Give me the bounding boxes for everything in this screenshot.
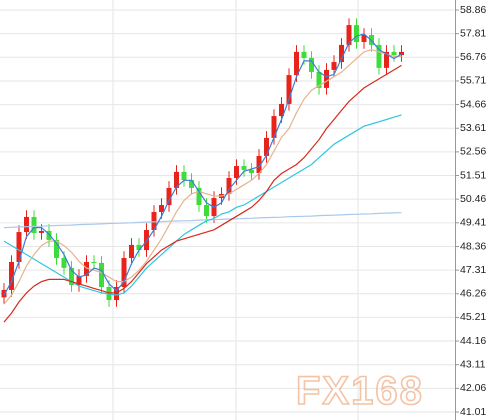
- candle-body: [76, 275, 82, 285]
- candle-body: [339, 44, 344, 63]
- candle-body: [324, 69, 329, 88]
- candle-body: [399, 51, 404, 56]
- candles: [1, 18, 404, 323]
- candle-body: [99, 262, 104, 288]
- candle-body: [234, 166, 239, 179]
- y-tick-label: 48.36: [460, 240, 486, 252]
- candle-body: [384, 51, 389, 68]
- candle-body: [361, 34, 367, 42]
- watermark: FX168: [296, 369, 424, 413]
- candle-body: [174, 171, 179, 188]
- y-tick-label: 49.41: [460, 217, 486, 229]
- candle-body: [279, 103, 284, 117]
- candle-body: [39, 230, 44, 233]
- candle-body: [309, 57, 314, 72]
- moving-average-line: [3, 48, 402, 305]
- candle-body: [1, 289, 7, 298]
- y-tick-label: 56.76: [460, 51, 486, 63]
- candle-body: [114, 287, 119, 301]
- candle-body: [226, 178, 232, 194]
- candle-body: [159, 205, 164, 213]
- moving-average-line: [3, 212, 402, 229]
- candle-body: [31, 216, 37, 233]
- candle-body: [286, 75, 292, 104]
- candle-body: [129, 244, 134, 258]
- y-tick-label: 47.31: [460, 264, 486, 276]
- candle-body: [346, 25, 352, 45]
- candle-body: [151, 212, 157, 231]
- candle-body: [316, 71, 322, 88]
- candle-body: [391, 51, 397, 56]
- candle-body: [69, 267, 74, 285]
- y-tick-label: 51.51: [460, 169, 486, 181]
- y-tick-label: 42.06: [460, 382, 486, 394]
- y-tick-label: 54.66: [460, 98, 486, 110]
- y-tick-label: 46.26: [460, 288, 486, 300]
- candle-body: [241, 166, 247, 170]
- candle-body: [166, 187, 172, 206]
- candle-body: [331, 62, 337, 70]
- candle-body: [16, 232, 22, 263]
- candle-body: [84, 262, 89, 276]
- y-tick-label: 45.21: [460, 311, 486, 323]
- y-tick-label: 57.81: [460, 27, 486, 39]
- y-tick-label: 50.46: [460, 193, 486, 205]
- candle-body: [271, 116, 277, 138]
- candle-body: [181, 171, 187, 181]
- candle-body: [9, 262, 14, 290]
- candle-body: [121, 257, 127, 288]
- candle-body: [189, 180, 194, 188]
- y-tick-label: 52.56: [460, 146, 486, 158]
- y-tick-label: 53.61: [460, 122, 486, 134]
- candle-body: [354, 25, 359, 42]
- candle-body: [256, 155, 262, 174]
- candle-body: [54, 239, 59, 258]
- candle-body: [204, 205, 209, 217]
- y-tick-label: 41.01: [460, 406, 486, 418]
- candle-body: [61, 257, 67, 268]
- y-tick-label: 58.86: [460, 4, 486, 16]
- candle-body: [376, 44, 382, 68]
- candle-body: [264, 137, 269, 156]
- candle-body: [91, 262, 97, 264]
- candle-body: [301, 51, 307, 58]
- y-tick-label: 44.16: [460, 335, 486, 347]
- candle-body: [24, 216, 29, 233]
- vertical-grid: [112, 0, 359, 420]
- candle-body: [294, 51, 299, 76]
- moving-average-line: [3, 64, 402, 323]
- y-tick-label: 55.71: [460, 75, 486, 87]
- y-tick-label: 43.11: [460, 358, 486, 370]
- candle-body: [46, 230, 52, 240]
- moving-average-line: [3, 33, 402, 296]
- candle-body: [196, 187, 202, 206]
- candle-body: [136, 244, 142, 251]
- candle-body: [249, 169, 254, 174]
